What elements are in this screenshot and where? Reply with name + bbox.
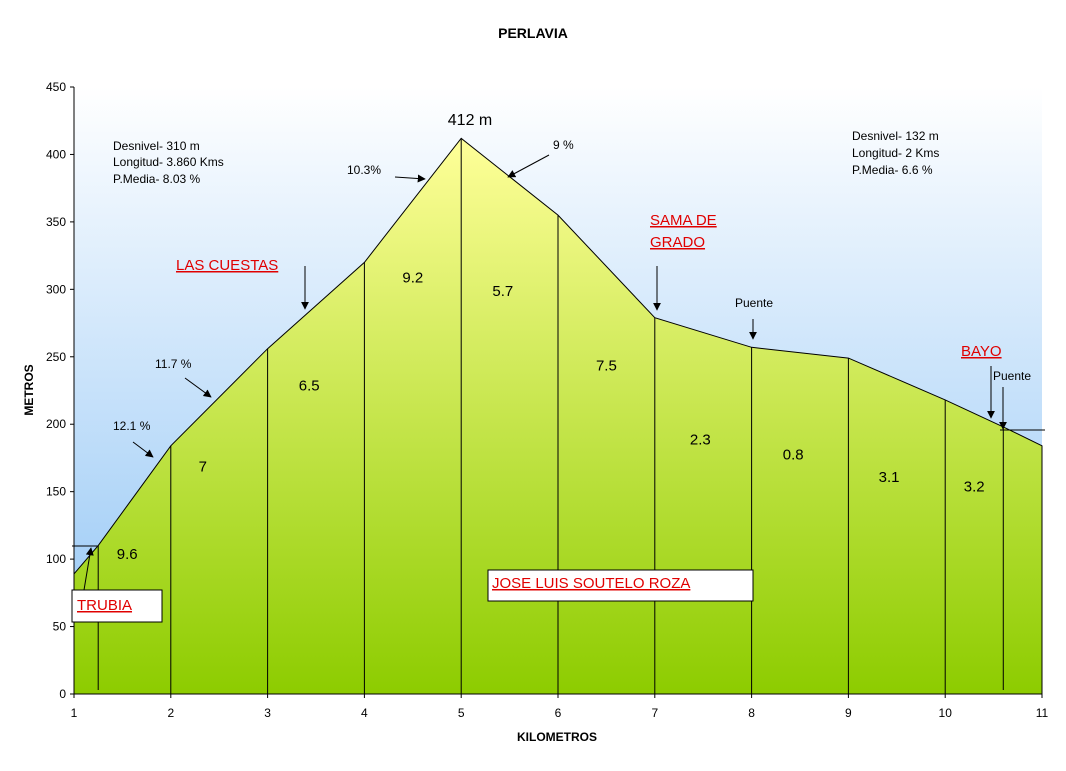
- stats-right-3: P.Media- 6.6 %: [852, 163, 933, 177]
- segment-gradient-label: 5.7: [492, 283, 513, 300]
- author-label-box: [487, 569, 754, 602]
- trubia-arrow: [83, 547, 94, 591]
- y-tick-label: 0: [59, 687, 66, 701]
- x-axis-label: KILOMETROS: [517, 730, 597, 744]
- place-bayo: BAYO: [961, 343, 1002, 360]
- x-tick-label: 8: [748, 706, 755, 720]
- y-tick-label: 250: [46, 350, 66, 364]
- x-tick-label: 6: [555, 706, 562, 720]
- grade-11-7-label: 11.7 %: [155, 357, 192, 371]
- x-tick-label: 2: [167, 706, 174, 720]
- x-tick-label: 4: [361, 706, 368, 720]
- x-tick-label: 5: [458, 706, 465, 720]
- y-tick-label: 200: [46, 417, 66, 431]
- place-las-cuestas: LAS CUESTAS: [176, 257, 278, 274]
- y-axis-label: METROS: [22, 364, 36, 415]
- chart-title: PERLAVIA: [498, 25, 568, 41]
- segment-gradient-label: 7: [199, 458, 207, 475]
- grade-12-1-label: 12.1 %: [113, 419, 151, 433]
- y-tick-label: 150: [46, 485, 66, 499]
- grade-10-3-label: 10.3%: [347, 163, 381, 177]
- puente-label-2: Puente: [993, 369, 1031, 383]
- y-tick-label: 450: [46, 80, 66, 94]
- place-trubia: TRUBIA: [77, 597, 132, 614]
- place-sama-line1: SAMA DE: [650, 212, 717, 229]
- stats-left-3: P.Media- 8.03 %: [113, 172, 200, 186]
- segment-gradient-labels: 9.6 7 6.5 9.2 5.7 7.5 2.3 0.8 3.1 3.2: [117, 270, 985, 564]
- stats-left-2: Longitud- 3.860 Kms: [113, 155, 224, 169]
- y-tick-label: 50: [53, 620, 67, 634]
- grade-10-3-arrow: [394, 174, 426, 183]
- grade-9-label: 9 %: [553, 138, 574, 152]
- segment-gradient-label: 9.2: [402, 270, 423, 287]
- stats-left-1: Desnivel- 310 m: [113, 139, 200, 153]
- stats-right-1: Desnivel- 132 m: [852, 129, 939, 143]
- y-tick-label: 400: [46, 147, 66, 161]
- author-label: JOSE LUIS SOUTELO ROZA: [492, 575, 690, 592]
- x-tick-label: 10: [939, 706, 953, 720]
- segment-gradient-label: 6.5: [299, 378, 320, 395]
- y-tick-label: 100: [46, 552, 66, 566]
- x-axis-ticks: 1 2 3 4 5 6 7 8 9 10 11: [71, 694, 1049, 720]
- y-tick-label: 350: [46, 215, 66, 229]
- trubia-label-box: [71, 589, 163, 623]
- segment-gradient-label: 7.5: [596, 357, 617, 374]
- puente-label-1: Puente: [735, 296, 773, 310]
- segment-gradient-label: 3.1: [879, 469, 900, 486]
- segment-gradient-label: 0.8: [783, 446, 804, 463]
- y-tick-label: 300: [46, 282, 66, 296]
- grade-12-1-arrow: [132, 441, 154, 458]
- segment-gradient-label: 2.3: [690, 431, 711, 448]
- place-sama-line2: GRADO: [650, 234, 705, 251]
- km-marker-lines: [97, 138, 1004, 694]
- segment-gradient-label: 3.2: [964, 479, 985, 496]
- peak-label: 412 m: [448, 112, 492, 129]
- x-tick-label: 1: [71, 706, 78, 720]
- segment-gradient-label: 9.6: [117, 546, 138, 563]
- x-tick-label: 11: [1036, 706, 1049, 720]
- grade-11-7-arrow: [184, 377, 212, 398]
- grade-9-arrow: [507, 154, 550, 178]
- x-tick-label: 3: [264, 706, 271, 720]
- x-tick-label: 9: [845, 706, 852, 720]
- x-tick-label: 7: [651, 706, 658, 720]
- stats-right-2: Longitud- 2 Kms: [852, 146, 939, 160]
- y-axis-ticks: 0 50 100 150 200 250 300 350 400 450: [46, 80, 74, 701]
